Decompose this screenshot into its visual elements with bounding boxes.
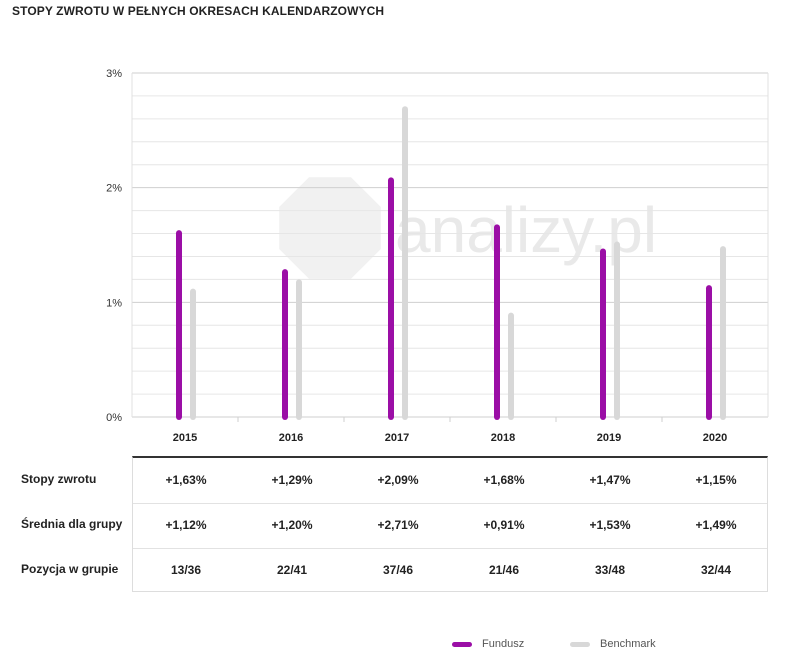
row-label: Pozycja w grupie — [21, 562, 119, 576]
x-tick-label: 2016 — [279, 432, 303, 444]
table-cell: 13/36 — [170, 563, 202, 577]
table-row-returns: +1,63% +1,29% +2,09% +1,68% +1,47% +1,15% — [133, 458, 767, 504]
bar-benchmark-2018 — [508, 312, 514, 420]
table-row-group-position: 13/36 22/41 37/46 21/46 33/48 32/44 — [133, 548, 767, 593]
y-axis: 0% 1% 2% 3% — [106, 68, 122, 424]
gridlines — [131, 72, 769, 422]
x-tick-label: 2018 — [491, 432, 515, 444]
table-cell: +2,71% — [377, 518, 419, 532]
table-cell: 32/44 — [700, 563, 732, 577]
watermark-text: analizy.pl — [395, 194, 657, 266]
x-axis: 2015 2016 2017 2018 2019 2020 — [173, 432, 727, 444]
returns-table: +1,63% +1,29% +2,09% +1,68% +1,47% +1,15% +1,… — [132, 456, 768, 592]
bars — [176, 106, 726, 421]
table-cell: 37/46 — [382, 563, 414, 577]
legend-label-fund: Fundusz — [482, 638, 525, 650]
table-cell: +1,20% — [271, 518, 313, 532]
bar-fund-2018 — [494, 224, 500, 420]
row-label: Średnia dla grupy — [21, 517, 123, 531]
legend-swatch-benchmark — [570, 641, 590, 647]
bar-benchmark-2015 — [190, 288, 196, 420]
table-cell: +1,15% — [695, 473, 737, 487]
table-cell: +1,29% — [271, 473, 313, 487]
table-cell: +0,91% — [483, 518, 525, 532]
y-tick-label: 2% — [106, 183, 122, 195]
table-cell: +1,68% — [483, 473, 525, 487]
bar-fund-2015 — [176, 230, 182, 420]
bar-benchmark-2016 — [296, 279, 302, 420]
bar-fund-2017 — [388, 177, 394, 420]
x-tick-label: 2020 — [703, 432, 727, 444]
bar-fund-2019 — [600, 248, 606, 420]
table-cell: 33/48 — [594, 563, 626, 577]
x-tick-label: 2015 — [173, 432, 197, 444]
watermark-octagon — [279, 177, 381, 279]
table-cell: 21/46 — [488, 563, 520, 577]
bar-benchmark-2019 — [614, 241, 620, 420]
bar-benchmark-2017 — [402, 106, 408, 421]
table-cell: +2,09% — [377, 473, 419, 487]
x-tick-label: 2019 — [597, 432, 621, 444]
table-cell: +1,49% — [695, 518, 737, 532]
y-tick-label: 1% — [106, 297, 122, 309]
y-tick-label: 0% — [106, 412, 122, 424]
bar-fund-2020 — [706, 285, 712, 420]
x-tick-label: 2017 — [385, 432, 409, 444]
legend-item-benchmark[interactable]: Benchmark — [570, 638, 656, 650]
row-label: Stopy zwrotu — [21, 472, 97, 486]
bar-benchmark-2020 — [720, 246, 726, 420]
chart-title: STOPY ZWROTU W PEŁNYCH OKRESACH KALENDAR… — [12, 4, 385, 18]
bar-fund-2016 — [282, 269, 288, 420]
returns-chart: analizy.pl 0% 1% 2% 3% 2015 2016 2017 2018 2019… — [106, 68, 769, 444]
table-row-group-average: +1,12% +1,20% +2,71% +0,91% +1,53% +1,49% — [133, 503, 767, 549]
y-tick-label: 3% — [106, 68, 122, 80]
table-cell: +1,53% — [589, 518, 631, 532]
table-cell: +1,12% — [165, 518, 207, 532]
watermark-logo: analizy.pl — [279, 177, 657, 279]
legend-swatch-fund — [452, 641, 472, 647]
table-cell: +1,47% — [589, 473, 631, 487]
legend-label-benchmark: Benchmark — [600, 638, 656, 650]
table-cell: 22/41 — [276, 563, 308, 577]
table-cell: +1,63% — [165, 473, 207, 487]
legend-item-fund[interactable]: Fundusz — [452, 638, 524, 650]
